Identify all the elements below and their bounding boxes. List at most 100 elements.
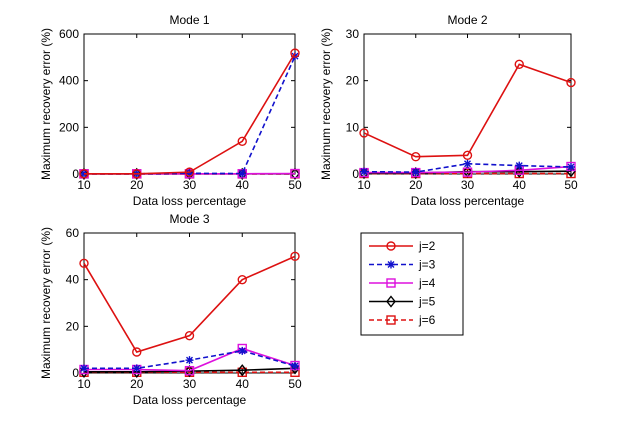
y-tick-label: 30 (346, 27, 360, 41)
data-point (237, 364, 248, 377)
data-point (290, 251, 300, 262)
legend-label: j=4 (418, 276, 436, 290)
chart-title: Mode 2 (447, 13, 487, 27)
series-j2 (359, 59, 576, 162)
x-tick-label: 50 (288, 377, 302, 391)
data-point (237, 274, 247, 285)
data-point (238, 346, 247, 355)
data-point (514, 59, 524, 70)
legend-item: j=5 (369, 295, 436, 309)
data-point (79, 169, 89, 179)
y-axis-label: Maximum recovery error (%) (39, 227, 53, 379)
legend-marker (387, 260, 395, 269)
plot-area (83, 33, 296, 175)
series-j2 (79, 251, 300, 357)
legend-item: j=2 (369, 239, 436, 253)
data-point (290, 168, 300, 179)
x-tick-label: 50 (564, 178, 578, 192)
data-point (79, 258, 89, 269)
data-point (131, 167, 142, 181)
plot-area (83, 232, 296, 374)
data-point (184, 365, 195, 376)
x-tick-label: 10 (77, 377, 91, 391)
data-point (80, 364, 88, 373)
x-tick-label: 30 (183, 377, 197, 391)
series-j3 (360, 159, 575, 177)
legend-marker (386, 295, 396, 308)
data-point (237, 136, 247, 147)
x-tick-label: 10 (357, 178, 371, 192)
data-point (184, 330, 195, 341)
chart-title: Mode 3 (169, 212, 209, 226)
data-point (184, 167, 195, 177)
y-tick-label: 200 (59, 120, 79, 134)
x-axis-label: Data loss percentage (133, 194, 247, 208)
x-axis-label: Data loss percentage (133, 393, 247, 407)
data-point (291, 52, 299, 61)
x-tick-label: 30 (183, 178, 197, 192)
data-point (462, 167, 473, 177)
x-tick-label: 40 (236, 178, 250, 192)
series-line (84, 52, 296, 175)
data-point (291, 362, 299, 370)
legend-item: j=4 (369, 276, 436, 290)
y-tick-label: 20 (66, 319, 80, 333)
y-tick-label: 20 (346, 74, 360, 88)
y-tick-label: 10 (346, 120, 360, 134)
data-point (360, 167, 368, 176)
data-point (238, 169, 247, 178)
y-axis-label: Maximum recovery error (%) (319, 28, 333, 180)
y-tick-label: 0 (72, 167, 79, 181)
data-point (566, 77, 576, 88)
data-point (132, 169, 142, 179)
legend-label: j=6 (418, 313, 436, 327)
y-tick-label: 0 (352, 167, 359, 181)
legend-label: j=3 (418, 258, 436, 272)
legend-box (360, 232, 464, 336)
data-point (515, 161, 524, 170)
series-line (83, 255, 296, 353)
legend: j=2 j=3 j=4 j=5 j=6 (360, 232, 464, 336)
chart-panel-3: 10 20 30 40 50 0 20 40 60 Mode 3 Data loss percent… (39, 212, 302, 407)
data-point (185, 169, 194, 178)
x-tick-label: 20 (130, 178, 144, 192)
x-tick-label: 10 (77, 178, 91, 192)
data-point (463, 159, 472, 168)
x-tick-label: 50 (288, 178, 302, 192)
y-tick-label: 0 (72, 366, 79, 380)
data-point (567, 163, 575, 171)
x-tick-label: 40 (236, 377, 250, 391)
x-tick-label: 30 (461, 178, 475, 192)
legend-label: j=2 (418, 239, 436, 253)
data-point (132, 347, 142, 357)
legend-item: j=3 (369, 258, 436, 272)
series-j2 (79, 48, 300, 179)
legend-item: j=6 (369, 313, 436, 327)
chart-panel-1: 10 20 30 40 50 0 200 400 600 Mode 1 Data loss perc… (39, 13, 302, 208)
legend-marker (386, 241, 396, 251)
data-point (290, 167, 300, 180)
chart-title: Mode 1 (169, 13, 209, 27)
series-j3 (80, 346, 299, 373)
y-tick-label: 40 (66, 273, 80, 287)
x-tick-label: 40 (513, 178, 527, 192)
y-tick-label: 400 (59, 74, 79, 88)
x-tick-label: 20 (409, 178, 423, 192)
y-axis-label: Maximum recovery error (%) (39, 28, 53, 180)
legend-marker (386, 315, 396, 325)
data-point (132, 364, 141, 373)
data-point (290, 48, 300, 58)
data-point (411, 168, 420, 177)
legend-marker (386, 278, 396, 288)
data-point (359, 128, 369, 138)
data-point (462, 150, 473, 161)
x-axis-label: Data loss percentage (411, 194, 525, 208)
y-tick-label: 60 (66, 226, 80, 240)
data-point (411, 152, 421, 162)
x-tick-label: 20 (130, 377, 144, 391)
data-point (79, 167, 89, 181)
data-point (185, 356, 194, 365)
legend-label: j=5 (418, 295, 436, 309)
